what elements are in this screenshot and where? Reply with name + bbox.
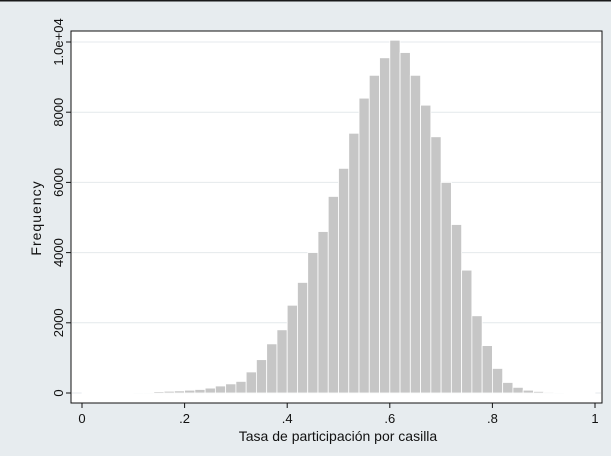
y-tick-label: 4000 bbox=[51, 238, 66, 267]
histogram-bar bbox=[266, 343, 278, 394]
histogram-bar bbox=[297, 282, 309, 394]
x-axis-title: Tasa de participación por casilla bbox=[239, 428, 438, 444]
histogram-bar bbox=[522, 389, 534, 394]
histogram-bar bbox=[543, 391, 555, 394]
histogram-bar bbox=[481, 345, 493, 394]
histogram-bar bbox=[430, 136, 442, 394]
histogram-bar bbox=[409, 74, 421, 394]
histogram-bar bbox=[471, 315, 483, 394]
histogram-bar bbox=[584, 392, 596, 394]
histogram-bar bbox=[420, 104, 432, 394]
y-tick-label: 2000 bbox=[51, 308, 66, 337]
histogram-bar bbox=[502, 382, 514, 394]
histogram-bar bbox=[348, 132, 360, 394]
histogram-bar bbox=[358, 97, 370, 394]
histogram-bar bbox=[163, 390, 175, 394]
histogram-bars bbox=[81, 39, 596, 394]
histogram-bar bbox=[461, 269, 473, 394]
x-tick-label: .2 bbox=[179, 411, 190, 426]
histogram-bar bbox=[379, 57, 391, 394]
histogram-bar bbox=[286, 304, 298, 394]
x-tick-label: .4 bbox=[282, 411, 293, 426]
histogram-bar bbox=[574, 392, 586, 394]
histogram-bar bbox=[225, 383, 237, 394]
x-tick-label: .6 bbox=[384, 411, 395, 426]
histogram-bar bbox=[153, 391, 165, 394]
y-tick-label: 8000 bbox=[51, 98, 66, 127]
histogram-bar bbox=[327, 196, 339, 394]
histogram-bar bbox=[563, 392, 575, 394]
histogram-bar bbox=[173, 390, 185, 394]
x-tick-label: 1 bbox=[591, 411, 598, 426]
histogram-bar bbox=[440, 181, 452, 394]
histogram-bar bbox=[112, 392, 124, 394]
histogram-bar bbox=[338, 167, 350, 394]
histogram-bar bbox=[143, 391, 155, 394]
histogram-bar bbox=[235, 381, 247, 394]
histogram-bar bbox=[256, 359, 268, 394]
histogram-bar bbox=[81, 392, 93, 394]
axes: 0 .2 .4 .6 .8 1 0 2000 4000 6000 8000 1.0e+04 bbox=[51, 18, 602, 426]
histogram-bar bbox=[317, 231, 329, 394]
y-tick-label: 6000 bbox=[51, 168, 66, 197]
histogram-bar bbox=[450, 224, 463, 394]
histogram-bar bbox=[214, 385, 227, 394]
histogram-bar bbox=[245, 371, 257, 394]
histogram-bar bbox=[399, 52, 411, 394]
y-axis-title: Frequency bbox=[28, 180, 44, 255]
y-tick-label: 1.0e+04 bbox=[51, 18, 66, 65]
x-tick-label: .8 bbox=[487, 411, 498, 426]
histogram-bar bbox=[276, 329, 288, 394]
histogram-bar bbox=[102, 392, 114, 394]
histogram-bar bbox=[122, 392, 134, 394]
histogram-bar bbox=[194, 389, 206, 394]
histogram-bar bbox=[204, 387, 216, 394]
histogram-bar bbox=[132, 392, 144, 394]
histogram-bar bbox=[533, 391, 545, 394]
x-tick-label: 0 bbox=[78, 411, 85, 426]
histogram-bar bbox=[389, 39, 401, 394]
histogram-bar bbox=[553, 392, 565, 394]
histogram-bar bbox=[512, 386, 524, 394]
histogram-bar bbox=[91, 392, 103, 394]
y-tick-label: 0 bbox=[51, 389, 66, 396]
histogram-bar bbox=[184, 389, 196, 394]
histogram-bar bbox=[368, 74, 380, 394]
histogram-bar bbox=[491, 368, 504, 394]
histogram-bar bbox=[307, 252, 319, 394]
top-border bbox=[0, 0, 611, 2]
